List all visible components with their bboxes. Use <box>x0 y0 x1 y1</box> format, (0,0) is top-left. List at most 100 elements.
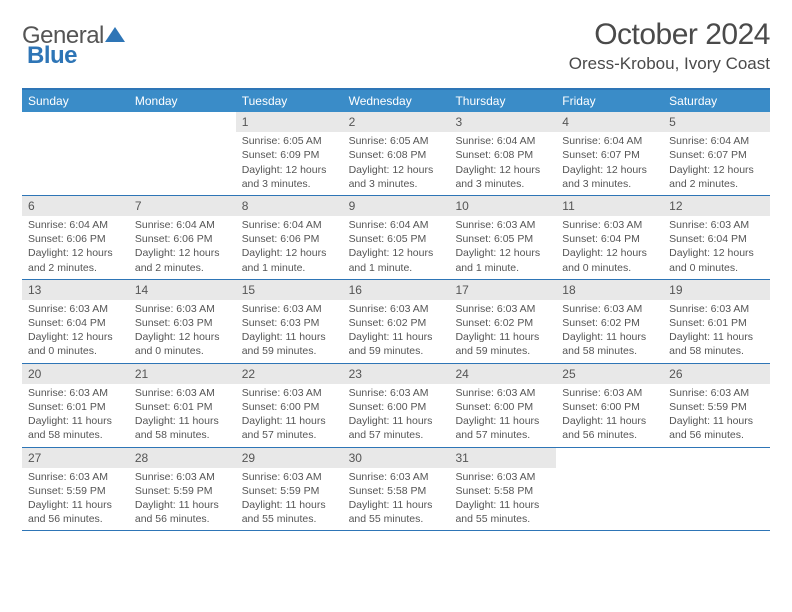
day-body: Sunrise: 6:03 AMSunset: 6:01 PMDaylight:… <box>22 384 129 447</box>
day-number <box>556 448 663 452</box>
sunrise-text: Sunrise: 6:03 AM <box>28 302 123 316</box>
sunrise-text: Sunrise: 6:03 AM <box>242 470 337 484</box>
daylight-text: Daylight: 11 hours and 55 minutes. <box>349 498 444 526</box>
daylight-text: Daylight: 12 hours and 2 minutes. <box>28 246 123 274</box>
day-cell: 5Sunrise: 6:04 AMSunset: 6:07 PMDaylight… <box>663 112 770 195</box>
sunset-text: Sunset: 6:06 PM <box>28 232 123 246</box>
daylight-text: Daylight: 12 hours and 0 minutes. <box>669 246 764 274</box>
day-cell: 21Sunrise: 6:03 AMSunset: 6:01 PMDayligh… <box>129 364 236 447</box>
day-number <box>663 448 770 452</box>
day-body: Sunrise: 6:04 AMSunset: 6:05 PMDaylight:… <box>343 216 450 279</box>
sunrise-text: Sunrise: 6:04 AM <box>349 218 444 232</box>
sunset-text: Sunset: 6:02 PM <box>455 316 550 330</box>
day-number: 6 <box>22 196 129 216</box>
sunset-text: Sunset: 6:01 PM <box>28 400 123 414</box>
day-cell: 4Sunrise: 6:04 AMSunset: 6:07 PMDaylight… <box>556 112 663 195</box>
day-cell: 3Sunrise: 6:04 AMSunset: 6:08 PMDaylight… <box>449 112 556 195</box>
day-number: 9 <box>343 196 450 216</box>
sunset-text: Sunset: 5:59 PM <box>135 484 230 498</box>
day-number: 10 <box>449 196 556 216</box>
day-body: Sunrise: 6:04 AMSunset: 6:06 PMDaylight:… <box>129 216 236 279</box>
day-cell: 1Sunrise: 6:05 AMSunset: 6:09 PMDaylight… <box>236 112 343 195</box>
day-number: 18 <box>556 280 663 300</box>
sunrise-text: Sunrise: 6:03 AM <box>28 470 123 484</box>
day-body: Sunrise: 6:05 AMSunset: 6:09 PMDaylight:… <box>236 132 343 195</box>
day-body: Sunrise: 6:03 AMSunset: 5:59 PMDaylight:… <box>129 468 236 531</box>
day-number: 11 <box>556 196 663 216</box>
logo-triangle-icon <box>104 25 126 48</box>
sunset-text: Sunset: 6:00 PM <box>242 400 337 414</box>
day-number: 4 <box>556 112 663 132</box>
day-cell: 8Sunrise: 6:04 AMSunset: 6:06 PMDaylight… <box>236 196 343 279</box>
day-number: 12 <box>663 196 770 216</box>
day-body: Sunrise: 6:03 AMSunset: 6:02 PMDaylight:… <box>343 300 450 363</box>
sunrise-text: Sunrise: 6:03 AM <box>562 302 657 316</box>
sunrise-text: Sunrise: 6:04 AM <box>242 218 337 232</box>
day-number <box>22 112 129 116</box>
day-number: 29 <box>236 448 343 468</box>
daylight-text: Daylight: 11 hours and 56 minutes. <box>669 414 764 442</box>
sunset-text: Sunset: 5:59 PM <box>669 400 764 414</box>
sunrise-text: Sunrise: 6:03 AM <box>455 386 550 400</box>
sunset-text: Sunset: 5:59 PM <box>242 484 337 498</box>
day-cell: 24Sunrise: 6:03 AMSunset: 6:00 PMDayligh… <box>449 364 556 447</box>
day-body: Sunrise: 6:03 AMSunset: 6:00 PMDaylight:… <box>236 384 343 447</box>
day-cell: 10Sunrise: 6:03 AMSunset: 6:05 PMDayligh… <box>449 196 556 279</box>
sunset-text: Sunset: 6:01 PM <box>135 400 230 414</box>
day-cell: 7Sunrise: 6:04 AMSunset: 6:06 PMDaylight… <box>129 196 236 279</box>
day-body: Sunrise: 6:03 AMSunset: 6:05 PMDaylight:… <box>449 216 556 279</box>
week-row: 6Sunrise: 6:04 AMSunset: 6:06 PMDaylight… <box>22 196 770 280</box>
day-cell: 22Sunrise: 6:03 AMSunset: 6:00 PMDayligh… <box>236 364 343 447</box>
sunrise-text: Sunrise: 6:03 AM <box>242 386 337 400</box>
sunset-text: Sunset: 6:04 PM <box>669 232 764 246</box>
day-cell: 13Sunrise: 6:03 AMSunset: 6:04 PMDayligh… <box>22 280 129 363</box>
day-number: 31 <box>449 448 556 468</box>
sunrise-text: Sunrise: 6:03 AM <box>455 302 550 316</box>
title-block: October 2024 Oress-Krobou, Ivory Coast <box>569 18 770 74</box>
day-number: 24 <box>449 364 556 384</box>
daylight-text: Daylight: 11 hours and 59 minutes. <box>242 330 337 358</box>
daylight-text: Daylight: 12 hours and 3 minutes. <box>349 163 444 191</box>
daylight-text: Daylight: 12 hours and 2 minutes. <box>135 246 230 274</box>
sunrise-text: Sunrise: 6:03 AM <box>135 386 230 400</box>
day-header-thu: Thursday <box>449 90 556 112</box>
day-cell: 9Sunrise: 6:04 AMSunset: 6:05 PMDaylight… <box>343 196 450 279</box>
sunrise-text: Sunrise: 6:03 AM <box>28 386 123 400</box>
daylight-text: Daylight: 11 hours and 59 minutes. <box>349 330 444 358</box>
sunrise-text: Sunrise: 6:03 AM <box>349 470 444 484</box>
day-cell: 12Sunrise: 6:03 AMSunset: 6:04 PMDayligh… <box>663 196 770 279</box>
sunrise-text: Sunrise: 6:05 AM <box>349 134 444 148</box>
daylight-text: Daylight: 11 hours and 59 minutes. <box>455 330 550 358</box>
day-cell: 26Sunrise: 6:03 AMSunset: 5:59 PMDayligh… <box>663 364 770 447</box>
sunset-text: Sunset: 6:08 PM <box>455 148 550 162</box>
day-cell: 11Sunrise: 6:03 AMSunset: 6:04 PMDayligh… <box>556 196 663 279</box>
sunset-text: Sunset: 6:04 PM <box>28 316 123 330</box>
sunrise-text: Sunrise: 6:03 AM <box>669 302 764 316</box>
day-body: Sunrise: 6:03 AMSunset: 6:04 PMDaylight:… <box>663 216 770 279</box>
daylight-text: Daylight: 12 hours and 1 minute. <box>455 246 550 274</box>
day-cell: 2Sunrise: 6:05 AMSunset: 6:08 PMDaylight… <box>343 112 450 195</box>
sunset-text: Sunset: 6:09 PM <box>242 148 337 162</box>
sunset-text: Sunset: 6:02 PM <box>562 316 657 330</box>
day-body: Sunrise: 6:03 AMSunset: 6:03 PMDaylight:… <box>236 300 343 363</box>
day-cell: 20Sunrise: 6:03 AMSunset: 6:01 PMDayligh… <box>22 364 129 447</box>
day-number: 2 <box>343 112 450 132</box>
week-row: 20Sunrise: 6:03 AMSunset: 6:01 PMDayligh… <box>22 364 770 448</box>
day-body: Sunrise: 6:03 AMSunset: 6:00 PMDaylight:… <box>343 384 450 447</box>
day-cell: 28Sunrise: 6:03 AMSunset: 5:59 PMDayligh… <box>129 448 236 531</box>
week-row: 1Sunrise: 6:05 AMSunset: 6:09 PMDaylight… <box>22 112 770 196</box>
daylight-text: Daylight: 12 hours and 0 minutes. <box>135 330 230 358</box>
day-number <box>129 112 236 116</box>
sunrise-text: Sunrise: 6:03 AM <box>669 386 764 400</box>
day-body: Sunrise: 6:03 AMSunset: 5:59 PMDaylight:… <box>663 384 770 447</box>
day-cell: 23Sunrise: 6:03 AMSunset: 6:00 PMDayligh… <box>343 364 450 447</box>
day-number: 27 <box>22 448 129 468</box>
daylight-text: Daylight: 11 hours and 58 minutes. <box>135 414 230 442</box>
sunset-text: Sunset: 6:01 PM <box>669 316 764 330</box>
sunset-text: Sunset: 6:04 PM <box>562 232 657 246</box>
logo-text-blue-wrap: Blue <box>27 42 77 70</box>
day-body: Sunrise: 6:03 AMSunset: 6:01 PMDaylight:… <box>129 384 236 447</box>
day-number: 28 <box>129 448 236 468</box>
sunset-text: Sunset: 6:06 PM <box>242 232 337 246</box>
sunset-text: Sunset: 6:00 PM <box>455 400 550 414</box>
